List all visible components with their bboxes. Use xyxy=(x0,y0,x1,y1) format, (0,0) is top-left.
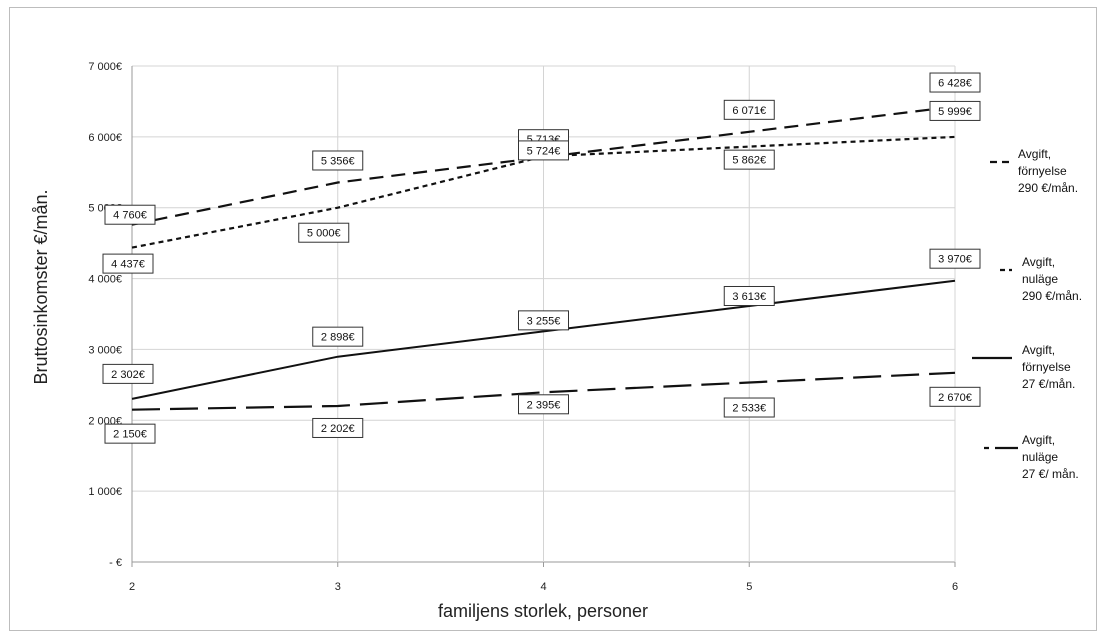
data-label-text: 2 533€ xyxy=(732,403,766,415)
data-label-box xyxy=(929,386,981,407)
legend-text: 290 €/mån. xyxy=(1018,181,1078,195)
data-label: 6 071€ xyxy=(723,99,775,120)
data-label-text: 2 302€ xyxy=(111,369,145,381)
data-label: 2 302€ xyxy=(102,363,154,384)
legend-text: 27 €/mån. xyxy=(1022,377,1075,391)
data-label-box xyxy=(312,150,364,171)
data-label-text: 3 970€ xyxy=(938,254,972,266)
data-label-text: 2 202€ xyxy=(321,423,355,435)
data-label: 2 533€ xyxy=(723,397,775,418)
data-label-box xyxy=(518,310,569,331)
data-label: 3 970€ xyxy=(929,248,981,269)
data-label-text: 5 000€ xyxy=(307,228,341,240)
data-label-box xyxy=(312,326,364,347)
data-label: 5 999€ xyxy=(929,100,981,121)
data-label-text: 5 724€ xyxy=(527,145,561,157)
data-label-box xyxy=(723,285,775,306)
series-line xyxy=(131,105,956,226)
legend-text: förnyelse xyxy=(1022,360,1071,374)
data-label-box xyxy=(518,394,569,415)
legend-text: Avgift, xyxy=(1022,255,1055,269)
legend-text: 290 €/mån. xyxy=(1022,289,1082,303)
x-tick-label: 6 xyxy=(952,581,958,593)
legend-text: 27 €/ mån. xyxy=(1022,467,1079,481)
legend-text: Avgift, xyxy=(1022,343,1055,357)
data-label-box xyxy=(518,140,569,161)
legend-text: nuläge xyxy=(1022,450,1058,464)
data-label: 5 862€ xyxy=(723,149,775,170)
data-label: 4 437€ xyxy=(102,253,154,274)
data-label: 4 760€ xyxy=(104,204,156,225)
legend-text: Avgift, xyxy=(1022,433,1055,447)
data-label: 2 670€ xyxy=(929,386,981,407)
data-labels: 4 760€5 356€5 713€6 071€6 428€4 437€5 00… xyxy=(102,72,981,444)
data-label-box xyxy=(723,149,775,170)
data-label-box xyxy=(929,100,981,121)
series-line xyxy=(131,135,956,249)
data-label-text: 5 356€ xyxy=(321,155,355,167)
x-tick-labels: 2 3 4 5 6 xyxy=(129,581,958,593)
data-label-box xyxy=(723,397,775,418)
legend-text: förnyelse xyxy=(1018,164,1067,178)
data-label-text: 6 071€ xyxy=(732,105,766,117)
data-label: 6 428€ xyxy=(929,72,981,93)
x-axis-label: familjens storlek, personer xyxy=(438,601,648,621)
y-tick-label: - € xyxy=(109,557,122,569)
legend-text: nuläge xyxy=(1022,272,1058,286)
data-label-text: 3 255€ xyxy=(527,315,561,327)
series-lines xyxy=(131,105,956,411)
x-tick-label: 5 xyxy=(746,581,752,593)
data-label-box xyxy=(929,248,981,269)
data-label: 2 202€ xyxy=(312,417,364,438)
data-label-box xyxy=(104,423,156,444)
y-axis-label: Bruttosinkomster €/mån. xyxy=(31,189,51,384)
data-label-box xyxy=(312,417,364,438)
data-label-box xyxy=(104,204,156,225)
y-tick-label: 4 000€ xyxy=(88,274,122,286)
legend: Avgift, förnyelse 290 €/mån. Avgift, nuläge 2… xyxy=(972,147,1082,481)
x-tick-label: 2 xyxy=(129,581,135,593)
data-label-text: 2 395€ xyxy=(527,399,561,411)
y-tick-label: 3 000€ xyxy=(88,344,122,356)
legend-text: Avgift, xyxy=(1018,147,1051,161)
data-label: 2 150€ xyxy=(104,423,156,444)
data-label-box xyxy=(102,253,154,274)
series-line xyxy=(131,371,956,411)
data-label-text: 6 428€ xyxy=(938,78,972,90)
data-label-text: 3 613€ xyxy=(732,291,766,303)
x-tick-label: 3 xyxy=(335,581,341,593)
data-label: 2 898€ xyxy=(312,326,364,347)
data-label-box xyxy=(102,363,154,384)
y-tick-label: 7 000€ xyxy=(88,61,122,73)
data-label-text: 5 862€ xyxy=(732,155,766,167)
data-label-box xyxy=(723,99,775,120)
data-label-text: 2 150€ xyxy=(113,429,147,441)
y-tick-label: 6 000€ xyxy=(88,132,122,144)
data-label: 5 724€ xyxy=(518,140,569,161)
y-tick-label: 1 000€ xyxy=(88,486,122,498)
data-label: 3 613€ xyxy=(723,285,775,306)
series-line xyxy=(131,279,956,400)
data-label-text: 4 760€ xyxy=(113,210,147,222)
data-label-text: 2 898€ xyxy=(321,332,355,344)
data-label: 5 356€ xyxy=(312,150,364,171)
data-label-text: 2 670€ xyxy=(938,392,972,404)
data-label: 2 395€ xyxy=(518,394,569,415)
data-label-text: 4 437€ xyxy=(111,259,145,271)
data-label-box xyxy=(929,72,981,93)
x-tick-label: 4 xyxy=(540,581,546,593)
data-label-text: 5 999€ xyxy=(938,106,972,118)
data-label: 5 000€ xyxy=(298,222,350,243)
data-label-box xyxy=(298,222,350,243)
data-label: 3 255€ xyxy=(518,310,569,331)
y-tick-labels: - €1 000€2 000€3 000€4 000€5 000€6 000€7… xyxy=(88,61,122,569)
